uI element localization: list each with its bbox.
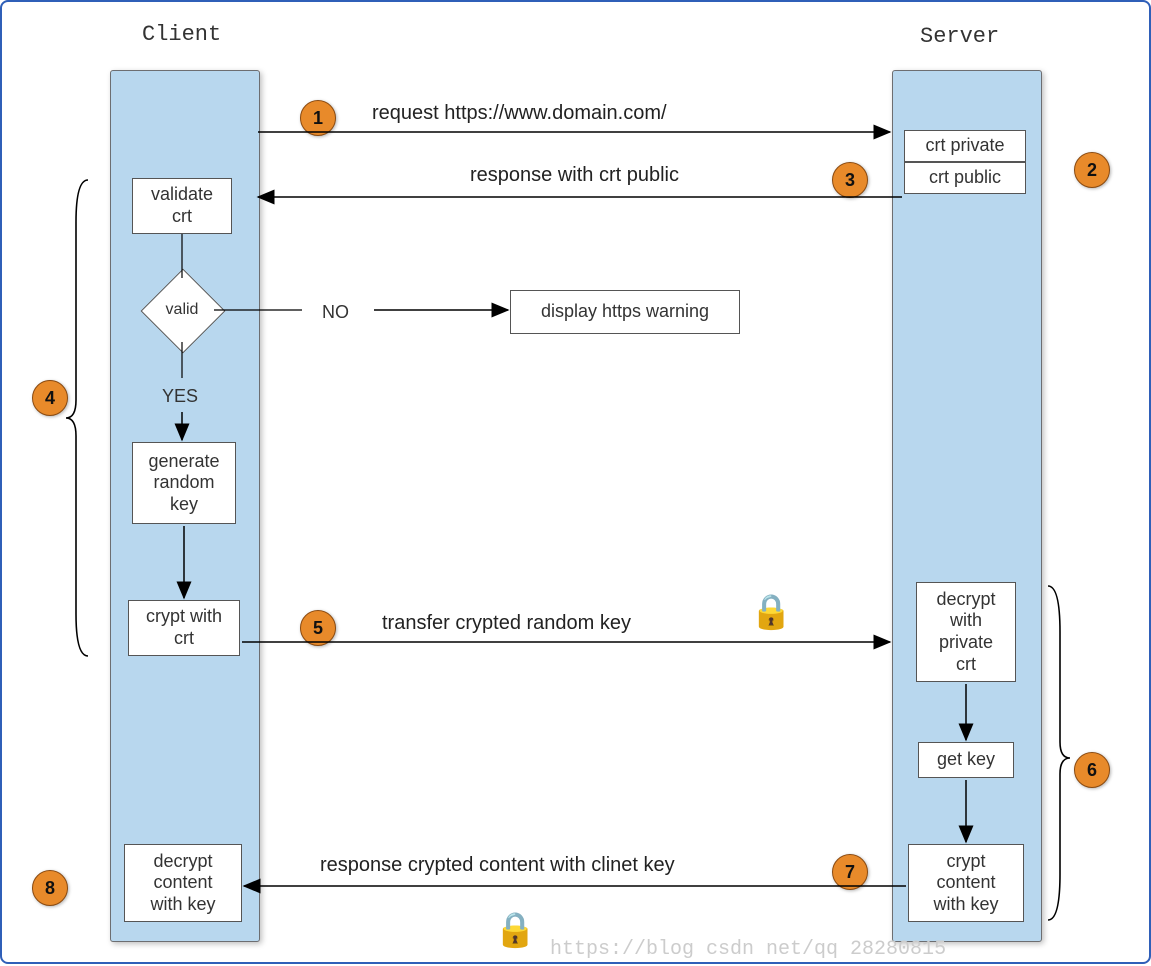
step-circle-1: 1 xyxy=(300,100,336,136)
label-request: request https://www.domain.com/ xyxy=(372,102,667,125)
step-circle-7: 7 xyxy=(832,854,868,890)
step-circle-4: 4 xyxy=(32,380,68,416)
node-generate-key: generate random key xyxy=(132,442,236,524)
node-crt-public: crt public xyxy=(904,162,1026,194)
step-circle-6: 6 xyxy=(1074,752,1110,788)
lock-icon: 🔒 xyxy=(750,592,792,632)
step-circle-5: 5 xyxy=(300,610,336,646)
label-no: NO xyxy=(322,302,349,323)
label-transfer: transfer crypted random key xyxy=(382,612,631,635)
node-https-warning: display https warning xyxy=(510,290,740,334)
node-get-key: get key xyxy=(918,742,1014,778)
server-lane-title: Server xyxy=(920,24,999,49)
label-yes: YES xyxy=(162,386,198,407)
node-validate-crt: validate crt xyxy=(132,178,232,234)
server-lane xyxy=(892,70,1042,942)
node-decrypt-private-crt: decrypt with private crt xyxy=(916,582,1016,682)
client-lane-title: Client xyxy=(142,22,221,47)
watermark-text: https://blog csdn net/qq 28280815 xyxy=(550,938,946,961)
node-decrypt-with-key: decrypt content with key xyxy=(124,844,242,922)
node-crypt-with-crt: crypt with crt xyxy=(128,600,240,656)
node-valid-diamond-label: valid xyxy=(164,301,200,319)
node-crypt-content: crypt content with key xyxy=(908,844,1024,922)
step-circle-3: 3 xyxy=(832,162,868,198)
step-circle-2: 2 xyxy=(1074,152,1110,188)
node-crt-private: crt private xyxy=(904,130,1026,162)
label-response-pub: response with crt public xyxy=(470,164,679,187)
lock-icon: 🔒 xyxy=(494,910,536,950)
step-circle-8: 8 xyxy=(32,870,68,906)
diagram-canvas: Client Server validate crt valid generat… xyxy=(0,0,1151,964)
label-response-crypt: response crypted content with clinet key xyxy=(320,854,675,877)
